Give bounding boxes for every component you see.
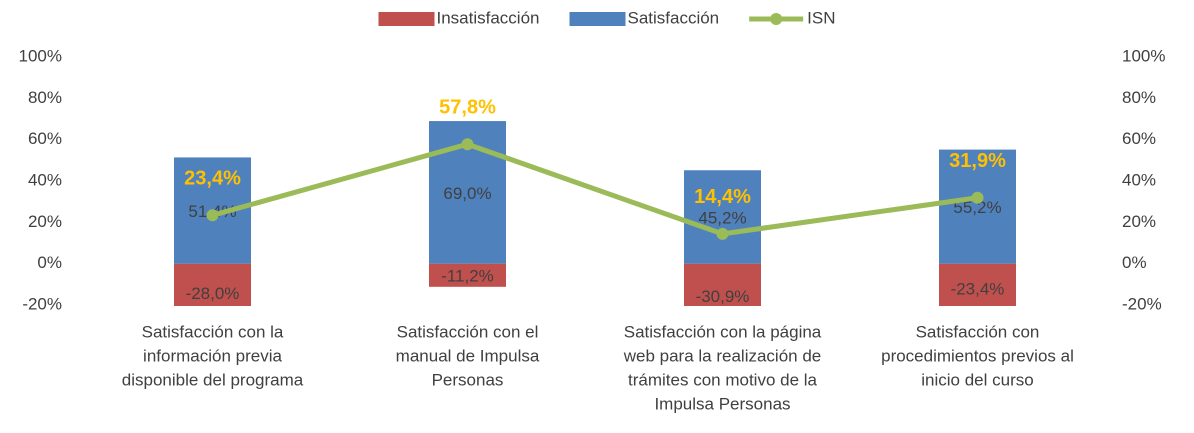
y2-tick-label: -20% — [1122, 294, 1162, 313]
x-tick-label: disponible del programa — [122, 370, 304, 389]
data-label: -28,0% — [186, 284, 240, 303]
x-tick-label: manual de Impulsa — [396, 346, 540, 365]
data-label: -23,4% — [951, 279, 1005, 298]
legend-label: Satisfacción — [627, 8, 719, 27]
y2-tick-label: 60% — [1122, 129, 1156, 148]
y2-tick-label: 100% — [1122, 46, 1165, 65]
isn-point — [716, 227, 729, 240]
y-tick-label: 20% — [28, 212, 62, 231]
data-label: -30,9% — [696, 287, 750, 306]
y-tick-label: 80% — [28, 88, 62, 107]
bar — [684, 263, 761, 306]
y-tick-label: 100% — [19, 46, 62, 65]
legend-label: ISN — [807, 8, 835, 27]
data-label: 55,2% — [953, 198, 1001, 217]
x-tick-label: Satisfacción con la página — [624, 322, 822, 341]
x-tick-label: inicio del curso — [921, 370, 1033, 389]
y-tick-label: 60% — [28, 129, 62, 148]
isn-point — [971, 191, 984, 204]
isn-label: 31,9% — [949, 150, 1006, 172]
data-label: -11,2% — [441, 267, 494, 286]
y-tick-label: 40% — [28, 170, 62, 189]
legend-label: Insatisfacción — [436, 8, 539, 27]
x-tick-label: Personas — [432, 370, 504, 389]
y2-tick-label: 0% — [1122, 253, 1147, 272]
y2-tick-label: 20% — [1122, 212, 1156, 231]
x-tick-label: Satisfacción con el — [397, 322, 539, 341]
plot-area — [174, 121, 1016, 306]
bar — [429, 263, 506, 287]
isn-label: 57,8% — [439, 96, 496, 118]
x-tick-label: Satisfacción con — [916, 322, 1040, 341]
isn-point — [206, 209, 219, 222]
legend-swatch — [378, 12, 435, 26]
legend-swatch — [770, 13, 783, 25]
isn-point — [461, 138, 474, 151]
x-tick-label: procedimientos previos al — [881, 346, 1074, 365]
isn-line — [211, 141, 978, 237]
x-tick-label: Impulsa Personas — [654, 394, 790, 413]
y2-tick-label: 80% — [1122, 88, 1156, 107]
data-label: 69,0% — [443, 184, 491, 203]
y-tick-label: 0% — [37, 253, 62, 272]
bar — [684, 170, 761, 264]
x-tick-label: trámites con motivo de la — [628, 370, 818, 389]
x-tick-label: web para la realización de — [623, 346, 822, 365]
x-tick-label: información previa — [143, 346, 282, 365]
data-label: 45,2% — [698, 208, 746, 227]
bar — [939, 149, 1016, 264]
y-tick-label: -20% — [22, 294, 62, 313]
legend-swatch — [569, 12, 626, 26]
bar — [939, 263, 1016, 306]
isn-label: 14,4% — [694, 186, 751, 208]
x-tick-label: Satisfacción con la — [142, 322, 284, 341]
isn-label: 23,4% — [184, 168, 241, 190]
y2-tick-label: 40% — [1122, 170, 1156, 189]
bar — [174, 263, 251, 306]
